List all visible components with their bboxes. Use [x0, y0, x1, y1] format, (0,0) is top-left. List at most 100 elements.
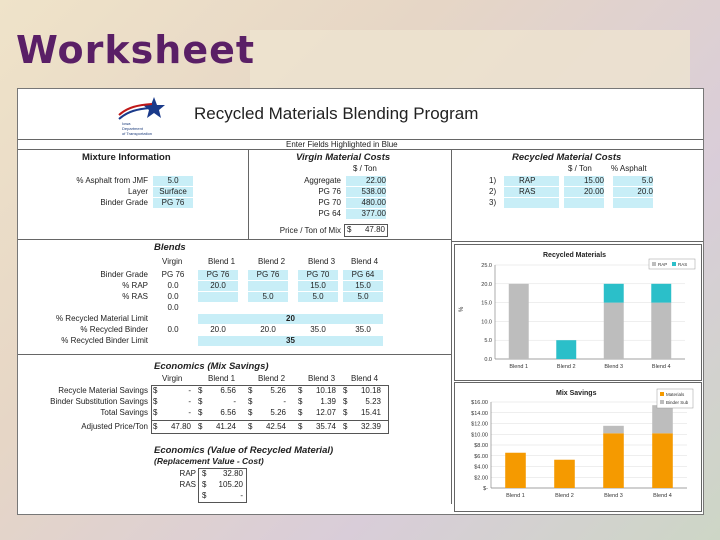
- economics-currency: $: [198, 422, 203, 431]
- blend-cell[interactable]: 15.0: [343, 281, 383, 291]
- asphalt-jmf-input[interactable]: 5.0: [153, 176, 193, 186]
- blend-col-header: Blend 3: [308, 257, 336, 266]
- economics-currency: $: [298, 397, 303, 406]
- recycled-name-input[interactable]: RAS: [504, 187, 559, 197]
- economics-currency: $: [343, 408, 348, 417]
- recycled-costs-title: Recycled Material Costs: [512, 152, 622, 163]
- bar-materials: [554, 459, 575, 488]
- economics-value: -: [188, 397, 191, 406]
- economics-value: 1.39: [320, 397, 336, 406]
- recycled-name-input[interactable]: [504, 198, 559, 208]
- economics-value: 10.18: [360, 386, 381, 395]
- value-currency: $: [202, 491, 207, 500]
- blend-cell[interactable]: [198, 292, 238, 302]
- blend-cell[interactable]: [248, 281, 288, 291]
- blend-cell[interactable]: PG 70: [298, 270, 338, 280]
- pg64-cost-input[interactable]: 377.00: [346, 209, 386, 219]
- bar-binder-sub: [603, 425, 624, 434]
- economics-currency: $: [343, 386, 348, 395]
- economics-value: 35.74: [315, 422, 336, 431]
- blend-cell[interactable]: PG 76: [248, 270, 288, 280]
- blend-cell: 0.0: [167, 281, 179, 290]
- economics-value: 10.18: [315, 386, 336, 395]
- recycled-cost-input[interactable]: [564, 198, 604, 208]
- legend-box: [656, 388, 694, 409]
- economics-row-label: Binder Substitution Savings: [50, 397, 148, 406]
- economics-currency: $: [343, 422, 348, 431]
- blend-cell: 0.0: [167, 303, 179, 312]
- y-tick-label: $4.00: [474, 465, 488, 471]
- program-title: Recycled Materials Blending Program: [194, 104, 479, 123]
- bar-materials: [603, 433, 624, 488]
- bar-rap: [508, 283, 529, 359]
- economics-currency: $: [298, 386, 303, 395]
- y-tick-label: 25.0: [481, 263, 492, 269]
- legend-label: Materials: [666, 392, 685, 397]
- recycled-name-input[interactable]: RAP: [504, 176, 559, 186]
- economics-value: 5.23: [365, 397, 381, 406]
- star-logo-icon: [118, 97, 165, 120]
- recycled-cost-input[interactable]: 15.00: [564, 176, 604, 186]
- x-tick-label: Blend 1: [509, 364, 528, 370]
- y-tick-label: $14.00: [471, 411, 488, 417]
- recycled-limit-input[interactable]: 20: [198, 314, 383, 324]
- recycled-cost-input[interactable]: 20.00: [564, 187, 604, 197]
- recycled-asphalt-input[interactable]: [613, 198, 653, 208]
- pg76-cost-input[interactable]: 538.00: [346, 187, 386, 197]
- blend-row-label: Binder Grade: [100, 270, 148, 279]
- value-label: RAP: [179, 469, 196, 478]
- blend-cell[interactable]: 20.0: [198, 281, 238, 291]
- legend-swatch: [652, 262, 656, 266]
- economics-value: 15.41: [360, 408, 381, 417]
- virgin-label: PG 70: [318, 198, 341, 207]
- limit-label: % Recycled Material Limit: [55, 314, 148, 323]
- economics-value: 42.54: [265, 422, 286, 431]
- y-tick-label: 15.0: [481, 301, 492, 307]
- blend-cell[interactable]: 5.0: [298, 292, 338, 302]
- y-tick-label: $8.00: [474, 443, 488, 449]
- virgin-label: PG 76: [318, 187, 341, 196]
- aggregate-cost-input[interactable]: 22.00: [346, 176, 386, 186]
- blends-title: Blends: [154, 242, 186, 253]
- blend-cell[interactable]: 5.0: [248, 292, 288, 302]
- blend-cell[interactable]: 5.0: [343, 292, 383, 302]
- economics-currency: $: [343, 397, 348, 406]
- value-title: Economics (Value of Recycled Material): [154, 445, 334, 456]
- economics-row-label: Adjusted Price/Ton: [81, 422, 148, 431]
- recycled-binder-label: % Recycled Binder: [80, 325, 148, 334]
- virgin-label: Aggregate: [304, 176, 341, 185]
- recycled-binder-cell: 20.0: [210, 325, 226, 334]
- economics-currency: $: [298, 422, 303, 431]
- recycled-asphalt-input[interactable]: 20.0: [613, 187, 653, 197]
- recycled-binder-cell: 0.0: [167, 325, 179, 334]
- legend-swatch: [672, 262, 676, 266]
- pg70-cost-input[interactable]: 480.00: [346, 198, 386, 208]
- recycled-materials-chart: Recycled Materials 0.0 5.0 10.0 15.0 20.0 25.0…: [454, 244, 702, 381]
- economics-row-label: Recycle Material Savings: [58, 386, 148, 395]
- recycled-binder-cell: 35.0: [310, 325, 326, 334]
- blend-cell[interactable]: 15.0: [298, 281, 338, 291]
- y-tick-label: 5.0: [484, 338, 492, 344]
- blend-cell[interactable]: PG 64: [343, 270, 383, 280]
- recycled-asphalt-input[interactable]: 5.0: [613, 176, 653, 186]
- econ-col-header: Blend 2: [258, 374, 286, 383]
- blend-cell: 0.0: [167, 292, 179, 301]
- economics-currency: $: [248, 397, 253, 406]
- binder-grade-input[interactable]: PG 76: [153, 198, 193, 208]
- value-currency: $: [202, 469, 207, 478]
- ras-value: 105.20: [218, 480, 243, 489]
- economics-currency: $: [248, 422, 253, 431]
- binder-limit-input[interactable]: 35: [198, 336, 383, 346]
- economics-currency: $: [153, 422, 158, 431]
- logo-line-1: Iowa: [122, 121, 131, 126]
- blend-cell[interactable]: PG 76: [198, 270, 238, 280]
- layer-input[interactable]: Surface: [153, 187, 193, 197]
- econ-col-header: Blend 4: [351, 374, 379, 383]
- legend-swatch: [660, 400, 664, 404]
- divider: [18, 149, 703, 150]
- mix-savings-svg: Mix Savings $- $2.00 $4.00 $6.00 $8.00 $10.00 $…: [471, 388, 694, 499]
- value-subtitle: (Replacement Value - Cost): [154, 456, 264, 466]
- blend-col-header: Blend 2: [258, 257, 286, 266]
- economics-row-label: Total Savings: [100, 408, 148, 417]
- bar-materials: [652, 433, 673, 488]
